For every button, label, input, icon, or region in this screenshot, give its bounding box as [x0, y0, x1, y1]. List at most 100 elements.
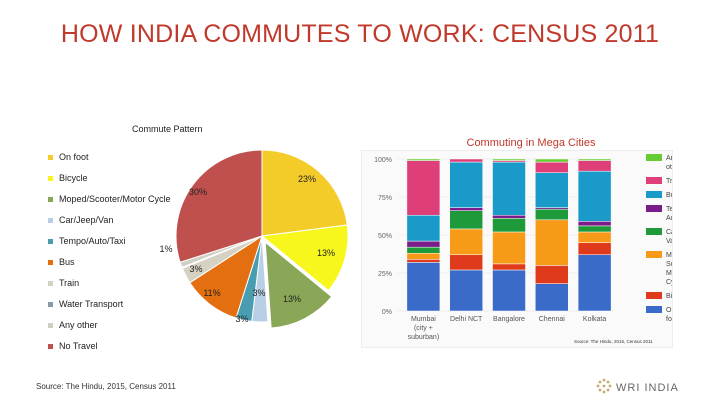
bar-segment — [577, 160, 612, 172]
pie-data-label: 23% — [298, 174, 316, 184]
bar-legend-label: Cycle — [666, 279, 672, 286]
legend-swatch — [646, 191, 662, 198]
bar-segment — [577, 158, 612, 161]
bar-segment — [577, 170, 612, 222]
legend-label: Water Transport — [59, 299, 124, 309]
pie-data-label: 3% — [189, 264, 202, 274]
x-tick-label: suburban) — [408, 334, 440, 341]
y-tick-label: 0% — [382, 309, 392, 316]
y-tick-label: 25% — [378, 271, 392, 278]
legend-swatch — [646, 228, 662, 235]
pie-data-label: 13% — [283, 294, 301, 304]
bar-chart-panel: 0% 25% 50% 75% 100% Mumbai (city + suburban) Del… — [361, 150, 673, 348]
pie-data-label: 1% — [159, 244, 172, 254]
bar-segment — [449, 158, 483, 163]
x-tick-label: Bangalore — [493, 316, 525, 323]
pie-data-label: 11% — [203, 288, 220, 298]
pie-data-label: 13% — [317, 248, 335, 258]
bar-segment — [577, 225, 612, 233]
bar-segment — [492, 161, 526, 216]
pie-slice — [261, 149, 348, 237]
y-tick-label: 75% — [378, 195, 392, 202]
bar-segment — [492, 218, 526, 233]
legend-swatch — [646, 306, 662, 313]
bar-legend-label: Train — [666, 178, 672, 185]
legend-swatch — [48, 155, 53, 160]
pie-data-label: 3% — [252, 288, 265, 298]
bar-segment — [535, 208, 569, 221]
bar-legend-label: Bus — [666, 192, 672, 199]
bar-legend-label: Van — [666, 238, 672, 245]
x-tick-label: Kolkata — [583, 316, 606, 323]
slide-title: HOW INDIA COMMUTES TO WORK: CENSUS 2011 — [60, 20, 660, 48]
legend-label: Bicycle — [59, 173, 88, 183]
legend-label: Car/Jeep/Van — [59, 215, 114, 225]
bar-segment — [577, 254, 612, 312]
legend-swatch — [48, 323, 53, 328]
legend-label: Train — [59, 278, 80, 288]
bar-segment — [492, 263, 526, 271]
bar-legend-label: Moped/ — [666, 252, 672, 259]
pie-slice — [175, 149, 263, 263]
bar-legend-label: foot — [666, 316, 672, 323]
bar-legend-label: On — [666, 307, 672, 314]
bar-segment — [449, 254, 483, 271]
legend-swatch — [646, 292, 662, 299]
bar-legend-label: other — [666, 164, 672, 171]
bar-segment — [449, 207, 483, 211]
legend-label: On foot — [59, 152, 89, 162]
pie-data-label: 30% — [189, 187, 207, 197]
bar-legend-label: Motor — [666, 270, 672, 277]
legend-label: Moped/Scooter/Motor Cycle — [59, 194, 171, 204]
bar-segment — [535, 219, 569, 266]
bar-segment — [406, 214, 441, 242]
x-tick-label: Chennai — [539, 316, 566, 323]
logo-text: WRI INDIA — [616, 382, 679, 394]
pie-chart-title: Commute Pattern — [132, 124, 203, 134]
legend-swatch — [646, 177, 662, 184]
bar-legend-label: Car/Jeep/ — [666, 229, 672, 236]
bar-segment — [406, 240, 441, 248]
bar-segment — [492, 214, 526, 219]
bar-segment — [406, 160, 441, 216]
bar-segment — [535, 158, 569, 163]
x-tick-label: (city + — [414, 325, 433, 332]
x-tick-label: Delhi NCT — [450, 316, 483, 323]
legend-swatch — [48, 239, 53, 244]
legend-swatch — [646, 205, 662, 212]
bar-segment — [449, 161, 483, 208]
bar-segment — [577, 231, 612, 243]
bar-segment — [535, 172, 569, 208]
legend-swatch — [48, 281, 53, 286]
stacked-bar-chart: 0% 25% 50% 75% 100% Mumbai (city + suburban) Del… — [374, 154, 672, 341]
bar-segment — [449, 269, 483, 312]
y-tick-label: 100% — [374, 157, 392, 164]
bar-segment — [492, 231, 526, 265]
bar-segment — [492, 269, 526, 312]
legend-label: Any other — [59, 320, 98, 330]
bar-segment — [492, 158, 526, 161]
legend-swatch — [48, 197, 53, 202]
bar-legend-label: Tempo/ — [666, 206, 672, 213]
bar-segment — [577, 221, 612, 227]
bar-legend-label: Scooter/ — [666, 261, 672, 268]
pie-slice — [264, 241, 333, 329]
legend-swatch — [48, 302, 53, 307]
bar-source-note: Source: The Hindu, 2015, Census 2011 — [574, 339, 653, 344]
bar-segment — [535, 161, 569, 173]
x-tick-label: Mumbai — [411, 316, 436, 323]
bar-legend-label: Autorick... — [666, 215, 672, 222]
bar-segment — [535, 283, 569, 312]
bar-segment — [577, 242, 612, 256]
bar-segment — [406, 262, 441, 312]
legend-swatch — [48, 218, 53, 223]
legend-swatch — [48, 260, 53, 265]
bar-segment — [449, 210, 483, 230]
wri-logo-icon — [596, 378, 612, 394]
legend-swatch — [646, 251, 662, 258]
legend-swatch — [646, 154, 662, 161]
pie-data-label: 3% — [235, 314, 248, 324]
bar-segment — [535, 265, 569, 284]
bar-chart-title: Commuting in Mega Cities — [466, 137, 596, 149]
